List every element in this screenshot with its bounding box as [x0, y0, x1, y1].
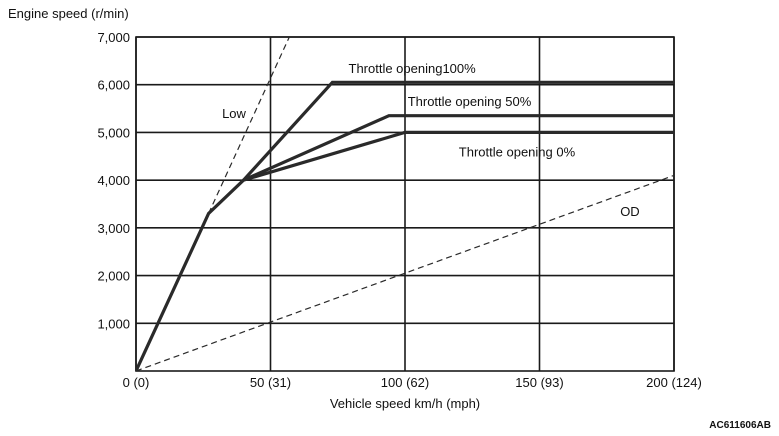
series-throttle-opening-50	[242, 114, 674, 182]
x-tick-label-100: 100 (62)	[381, 375, 429, 390]
annotation-t100: Throttle opening100%	[349, 61, 477, 76]
series-throttle-opening-100	[242, 80, 674, 182]
y-tick-label-4000: 4,000	[97, 173, 130, 188]
y-tick-label-6000: 6,000	[97, 78, 130, 93]
y-tick-label-5000: 5,000	[97, 125, 130, 140]
x-tick-label-200: 200 (124)	[646, 375, 702, 390]
annotation-t0: Throttle opening 0%	[459, 144, 576, 159]
y-tick-label-2000: 2,000	[97, 269, 130, 284]
x-tick-label-0: 0 (0)	[123, 375, 150, 390]
series-low	[208, 37, 290, 214]
annotations: Low OD Throttle opening 0% Throttle opening…	[222, 61, 640, 219]
x-tick-label-150: 150 (93)	[515, 375, 563, 390]
x-axis-label: Vehicle speed km/h (mph)	[330, 396, 480, 411]
series-group	[136, 37, 674, 371]
annotation-od: OD	[620, 204, 640, 219]
tick-labels: 1,000 2,000 3,000 4,000 5,000 6,000 7,000 0 (0)…	[97, 30, 701, 390]
annotation-low: Low	[222, 106, 246, 121]
annotation-t50: Throttle opening 50%	[408, 94, 532, 109]
y-tick-label-7000: 7,000	[97, 30, 130, 45]
grid	[135, 36, 675, 372]
series-od	[136, 174, 674, 371]
x-tick-label-50: 50 (31)	[250, 375, 291, 390]
figure-id: AC611606AB	[709, 420, 771, 431]
y-tick-label-3000: 3,000	[97, 221, 130, 236]
y-axis-label: Engine speed (r/min)	[8, 6, 129, 21]
y-tick-label-1000: 1,000	[97, 316, 130, 331]
